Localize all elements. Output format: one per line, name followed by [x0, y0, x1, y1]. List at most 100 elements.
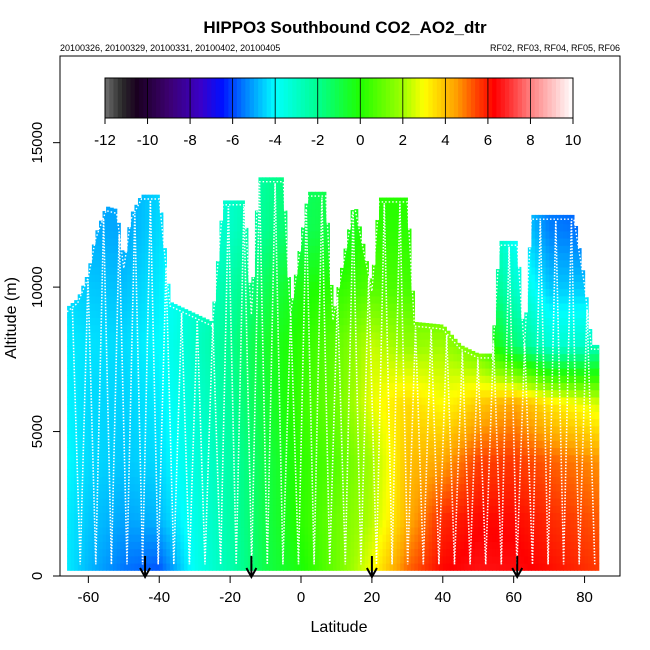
- heatmap-cell: [428, 490, 433, 499]
- heatmap-cell: [368, 389, 373, 398]
- heatmap-cell: [141, 382, 146, 391]
- heatmap-cell: [272, 505, 277, 514]
- heatmap-cell: [198, 368, 203, 376]
- heatmap-cell: [332, 418, 338, 427]
- heatmap-cell: [446, 382, 451, 391]
- heatmap-cell: [240, 476, 245, 485]
- heatmap-cell: [262, 331, 267, 340]
- heatmap-cell: [113, 346, 118, 355]
- heatmap-cell: [254, 433, 260, 441]
- heatmap-cell: [159, 259, 164, 268]
- heatmap-cell: [414, 447, 419, 456]
- heatmap-cell: [134, 324, 139, 333]
- heatmap-cell: [453, 338, 458, 340]
- heatmap-cell: [269, 541, 274, 550]
- heatmap-cell: [145, 411, 150, 420]
- heatmap-cell: [70, 382, 75, 391]
- heatmap-cell: [262, 476, 267, 485]
- heatmap-cell: [244, 274, 249, 282]
- heatmap-cell: [208, 498, 213, 506]
- heatmap-cell: [130, 548, 136, 557]
- heatmap-cell: [290, 418, 295, 427]
- heatmap-cell: [318, 440, 323, 449]
- heatmap-cell: [269, 238, 274, 246]
- heatmap-cell: [180, 498, 185, 506]
- heatmap-cell: [304, 411, 309, 420]
- heatmap-cell: [301, 324, 306, 333]
- heatmap-cell: [279, 317, 284, 326]
- heatmap-cell: [315, 331, 320, 340]
- heatmap-cell: [215, 411, 221, 420]
- heatmap-cell: [120, 295, 125, 304]
- heatmap-cell: [258, 469, 263, 477]
- heatmap-cell: [308, 230, 313, 239]
- heatmap-cell: [432, 541, 437, 550]
- heatmap-cell: [269, 490, 274, 499]
- heatmap-cell: [148, 194, 153, 203]
- heatmap-cell: [251, 295, 256, 304]
- heatmap-cell: [308, 425, 313, 434]
- heatmap-cell: [106, 375, 111, 384]
- heatmap-cell: [389, 368, 394, 376]
- heatmap-cell: [368, 541, 373, 550]
- heatmap-cell: [162, 555, 167, 564]
- heatmap-cell: [361, 324, 366, 333]
- heatmap-cell: [134, 433, 139, 441]
- heatmap-cell: [442, 548, 447, 557]
- heatmap-cell: [130, 252, 136, 261]
- heatmap-cell: [152, 418, 157, 427]
- heatmap-cell: [102, 505, 107, 514]
- heatmap-cell: [148, 245, 153, 254]
- heatmap-cell: [315, 469, 320, 477]
- heatmap-cell: [247, 353, 252, 362]
- heatmap-cell: [325, 389, 330, 398]
- heatmap-cell: [130, 541, 136, 550]
- heatmap-cell: [102, 368, 107, 376]
- heatmap-cell: [347, 360, 352, 369]
- heatmap-cell: [446, 447, 451, 456]
- heatmap-cell: [145, 404, 150, 412]
- heatmap-cell: [357, 440, 362, 449]
- heatmap-cell: [336, 534, 341, 542]
- heatmap-cell: [382, 498, 387, 506]
- heatmap-cell: [109, 418, 114, 427]
- heatmap-cell: [407, 548, 412, 557]
- heatmap-cell: [223, 238, 228, 246]
- heatmap-cell: [148, 274, 153, 282]
- heatmap-cell: [407, 259, 412, 268]
- heatmap-cell: [176, 563, 182, 571]
- heatmap-cell: [198, 555, 203, 564]
- heatmap-cell: [272, 483, 277, 492]
- heatmap-cell: [113, 288, 118, 297]
- heatmap-cell: [226, 310, 231, 319]
- heatmap-cell: [84, 505, 89, 514]
- heatmap-cell: [152, 512, 157, 521]
- heatmap-cell: [393, 490, 398, 499]
- heatmap-cell: [417, 324, 423, 333]
- heatmap-cell: [173, 461, 178, 470]
- heatmap-cell: [180, 396, 185, 405]
- heatmap-cell: [446, 548, 451, 557]
- heatmap-cell: [137, 331, 143, 340]
- heatmap-cell: [134, 375, 139, 384]
- heatmap-cell: [116, 281, 121, 290]
- heatmap-cell: [410, 454, 416, 463]
- heatmap-cell: [198, 483, 203, 492]
- heatmap-cell: [106, 483, 111, 492]
- heatmap-cell: [265, 461, 270, 470]
- heatmap-cell: [109, 331, 114, 340]
- heatmap-cell: [176, 534, 182, 542]
- heatmap-cell: [137, 346, 143, 355]
- heatmap-cell: [123, 259, 128, 268]
- heatmap-cell: [269, 303, 274, 311]
- heatmap-cell: [223, 389, 228, 398]
- heatmap-cell: [336, 368, 341, 376]
- heatmap-cell: [159, 230, 164, 239]
- heatmap-cell: [400, 238, 405, 246]
- heatmap-cell: [439, 382, 444, 391]
- heatmap-cell: [176, 433, 182, 441]
- heatmap-cell: [194, 396, 199, 405]
- heatmap-cell: [198, 315, 203, 319]
- heatmap-cell: [113, 317, 118, 326]
- heatmap-cell: [91, 404, 97, 412]
